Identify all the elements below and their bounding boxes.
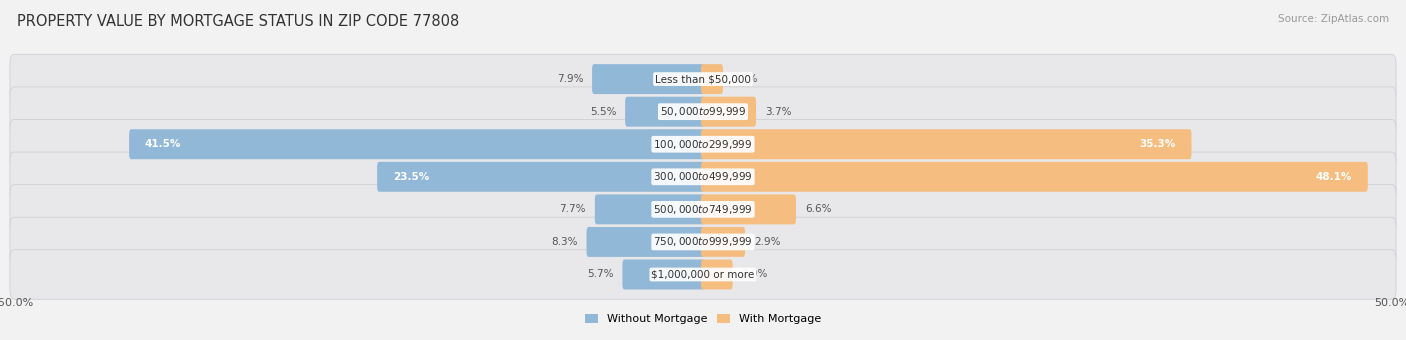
Text: 23.5%: 23.5% <box>392 172 429 182</box>
FancyBboxPatch shape <box>10 54 1396 104</box>
Legend: Without Mortgage, With Mortgage: Without Mortgage, With Mortgage <box>581 309 825 328</box>
FancyBboxPatch shape <box>377 162 704 192</box>
FancyBboxPatch shape <box>10 152 1396 202</box>
FancyBboxPatch shape <box>10 217 1396 267</box>
FancyBboxPatch shape <box>702 64 723 94</box>
Text: 3.7%: 3.7% <box>765 107 792 117</box>
FancyBboxPatch shape <box>702 259 733 289</box>
FancyBboxPatch shape <box>702 129 1191 159</box>
Text: 8.3%: 8.3% <box>551 237 578 247</box>
Text: $500,000 to $749,999: $500,000 to $749,999 <box>654 203 752 216</box>
Text: 41.5%: 41.5% <box>145 139 181 149</box>
Text: $50,000 to $99,999: $50,000 to $99,999 <box>659 105 747 118</box>
Text: 7.9%: 7.9% <box>557 74 583 84</box>
Text: 6.6%: 6.6% <box>806 204 831 214</box>
Text: 2.0%: 2.0% <box>741 270 768 279</box>
Text: PROPERTY VALUE BY MORTGAGE STATUS IN ZIP CODE 77808: PROPERTY VALUE BY MORTGAGE STATUS IN ZIP… <box>17 14 460 29</box>
Text: Source: ZipAtlas.com: Source: ZipAtlas.com <box>1278 14 1389 23</box>
Text: $300,000 to $499,999: $300,000 to $499,999 <box>654 170 752 183</box>
Text: 48.1%: 48.1% <box>1316 172 1353 182</box>
FancyBboxPatch shape <box>10 250 1396 299</box>
Text: 7.7%: 7.7% <box>560 204 586 214</box>
Text: $750,000 to $999,999: $750,000 to $999,999 <box>654 235 752 249</box>
FancyBboxPatch shape <box>10 119 1396 169</box>
FancyBboxPatch shape <box>702 97 756 127</box>
Text: $100,000 to $299,999: $100,000 to $299,999 <box>654 138 752 151</box>
FancyBboxPatch shape <box>10 185 1396 234</box>
FancyBboxPatch shape <box>702 162 1368 192</box>
Text: 5.5%: 5.5% <box>589 107 616 117</box>
FancyBboxPatch shape <box>10 87 1396 136</box>
Text: Less than $50,000: Less than $50,000 <box>655 74 751 84</box>
FancyBboxPatch shape <box>623 259 704 289</box>
FancyBboxPatch shape <box>626 97 704 127</box>
Text: 35.3%: 35.3% <box>1139 139 1175 149</box>
Text: 1.3%: 1.3% <box>733 74 758 84</box>
FancyBboxPatch shape <box>595 194 704 224</box>
FancyBboxPatch shape <box>592 64 704 94</box>
Text: 5.7%: 5.7% <box>586 270 613 279</box>
FancyBboxPatch shape <box>702 227 745 257</box>
FancyBboxPatch shape <box>129 129 704 159</box>
FancyBboxPatch shape <box>702 194 796 224</box>
Text: 2.9%: 2.9% <box>754 237 780 247</box>
Text: $1,000,000 or more: $1,000,000 or more <box>651 270 755 279</box>
FancyBboxPatch shape <box>586 227 704 257</box>
